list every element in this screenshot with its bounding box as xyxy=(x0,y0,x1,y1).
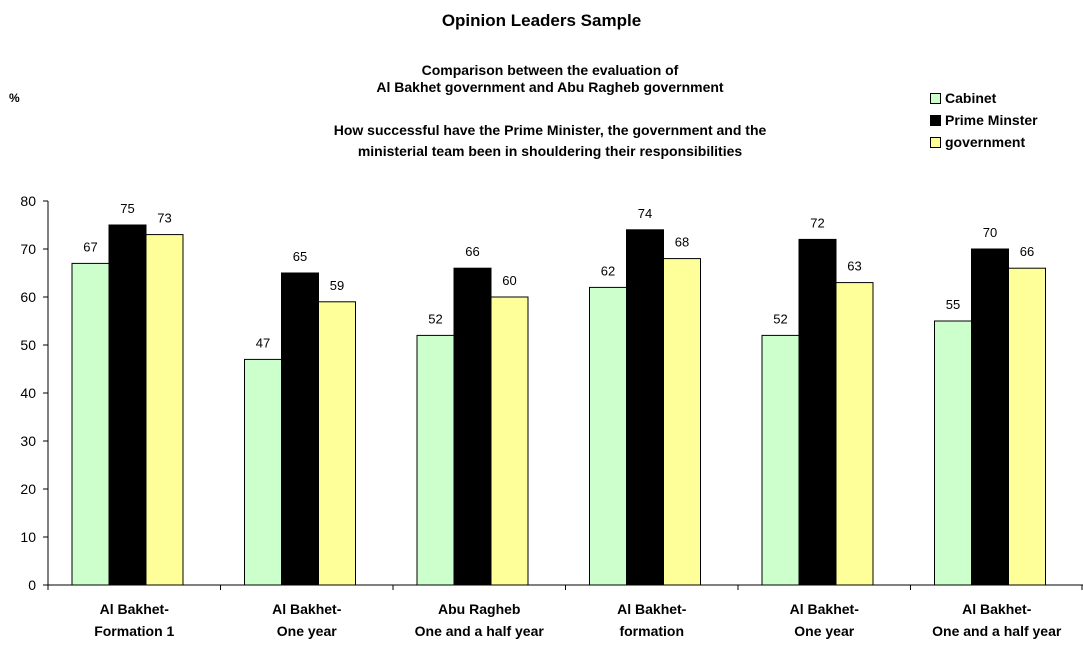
bar-prime-minster xyxy=(971,248,1009,586)
bar-government xyxy=(145,234,184,586)
data-label-government: 59 xyxy=(330,278,344,293)
legend: Cabinet Prime Minster government xyxy=(930,87,1038,153)
y-tick-label: 40 xyxy=(20,385,36,401)
x-category-label: One and a half year xyxy=(415,623,545,639)
y-tick-label: 30 xyxy=(20,433,36,449)
data-label-government: 66 xyxy=(1020,244,1034,259)
legend-swatch-cabinet xyxy=(930,92,941,104)
bar-prime-minster xyxy=(108,224,147,586)
bar-cabinet xyxy=(244,358,282,586)
y-tick-label: 50 xyxy=(20,337,36,353)
x-category-label: Al Bakhet- xyxy=(962,601,1032,617)
chart-subtitle-line-1: Comparison between the evaluation of xyxy=(421,62,679,78)
data-label-prime-minster: 66 xyxy=(465,244,479,259)
question-line-2: ministerial team been in shouldering the… xyxy=(357,143,743,159)
bar-prime-minster xyxy=(453,267,492,586)
data-label-cabinet: 62 xyxy=(601,263,615,278)
bar-prime-minster xyxy=(626,229,664,586)
data-label-cabinet: 47 xyxy=(256,335,270,350)
chart-subtitle-line-2: Al Bakhet government and Abu Ragheb gove… xyxy=(376,79,724,95)
bar-cabinet xyxy=(71,262,110,586)
data-label-cabinet: 67 xyxy=(83,239,97,254)
bar-prime-minster xyxy=(798,238,837,586)
data-label-prime-minster: 65 xyxy=(293,249,307,264)
question-line-1: How successful have the Prime Minister, … xyxy=(333,122,767,138)
y-tick-label: 10 xyxy=(20,529,36,545)
x-category-label: Abu Ragheb xyxy=(438,601,520,617)
data-label-government: 63 xyxy=(847,259,861,274)
x-category-label: Al Bakhet- xyxy=(272,601,342,617)
data-label-prime-minster: 74 xyxy=(638,206,652,221)
x-category-label: One year xyxy=(794,623,854,639)
y-axis-label: % xyxy=(9,91,20,105)
data-label-prime-minster: 75 xyxy=(120,201,134,216)
data-label-prime-minster: 72 xyxy=(810,215,824,230)
legend-label-cabinet: Cabinet xyxy=(945,90,997,106)
y-tick-label: 20 xyxy=(20,481,36,497)
y-tick-label: 80 xyxy=(20,193,36,209)
legend-swatch-government xyxy=(930,136,941,148)
x-category-label: formation xyxy=(619,623,684,639)
x-category-label: One year xyxy=(277,623,337,639)
bar-cabinet xyxy=(934,320,972,586)
chart-title: Opinion Leaders Sample xyxy=(441,11,642,30)
legend-label-prime-minster: Prime Minster xyxy=(945,112,1038,128)
bar-government xyxy=(1008,267,1046,586)
legend-swatch-prime-minster xyxy=(930,114,941,126)
data-label-government: 60 xyxy=(502,273,516,288)
x-category-label: Formation 1 xyxy=(94,623,174,639)
bar-government xyxy=(663,258,701,586)
bar-cabinet xyxy=(416,334,455,586)
bar-cabinet xyxy=(761,334,800,586)
x-category-label: Al Bakhet- xyxy=(100,601,170,617)
data-label-cabinet: 52 xyxy=(773,311,787,326)
data-label-government: 68 xyxy=(675,235,689,250)
legend-label-government: government xyxy=(945,134,1026,150)
data-label-prime-minster: 70 xyxy=(983,225,997,240)
legend-item-cabinet: Cabinet xyxy=(930,87,1038,109)
data-label-cabinet: 55 xyxy=(946,297,960,312)
bar-cabinet xyxy=(589,286,627,586)
x-category-label: Al Bakhet- xyxy=(790,601,860,617)
data-label-cabinet: 52 xyxy=(428,311,442,326)
bar-government xyxy=(318,301,356,586)
x-category-label: Al Bakhet- xyxy=(617,601,687,617)
legend-item-prime-minster: Prime Minster xyxy=(930,109,1038,131)
x-category-label: One and a half year xyxy=(932,623,1062,639)
y-tick-label: 0 xyxy=(28,577,36,593)
y-tick-label: 60 xyxy=(20,289,36,305)
bar-prime-minster xyxy=(281,272,319,586)
y-tick-label: 70 xyxy=(20,241,36,257)
legend-item-government: government xyxy=(930,131,1038,153)
bar-government xyxy=(835,282,874,586)
data-label-government: 73 xyxy=(157,211,171,226)
bar-government xyxy=(490,296,529,586)
